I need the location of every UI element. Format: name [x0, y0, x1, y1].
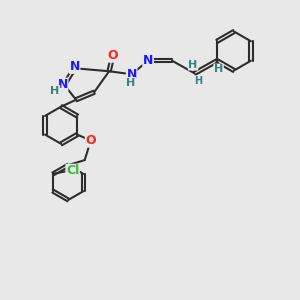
Text: N: N [69, 60, 80, 73]
Text: N: N [126, 68, 137, 81]
Text: H: H [126, 78, 136, 88]
Text: O: O [85, 134, 96, 147]
Text: O: O [107, 49, 118, 62]
Text: H: H [214, 64, 223, 74]
Text: N: N [57, 78, 68, 91]
Text: N: N [143, 54, 153, 67]
Text: H: H [194, 76, 202, 86]
Text: H: H [50, 86, 60, 96]
Text: Cl: Cl [66, 164, 79, 177]
Text: H: H [188, 60, 198, 70]
